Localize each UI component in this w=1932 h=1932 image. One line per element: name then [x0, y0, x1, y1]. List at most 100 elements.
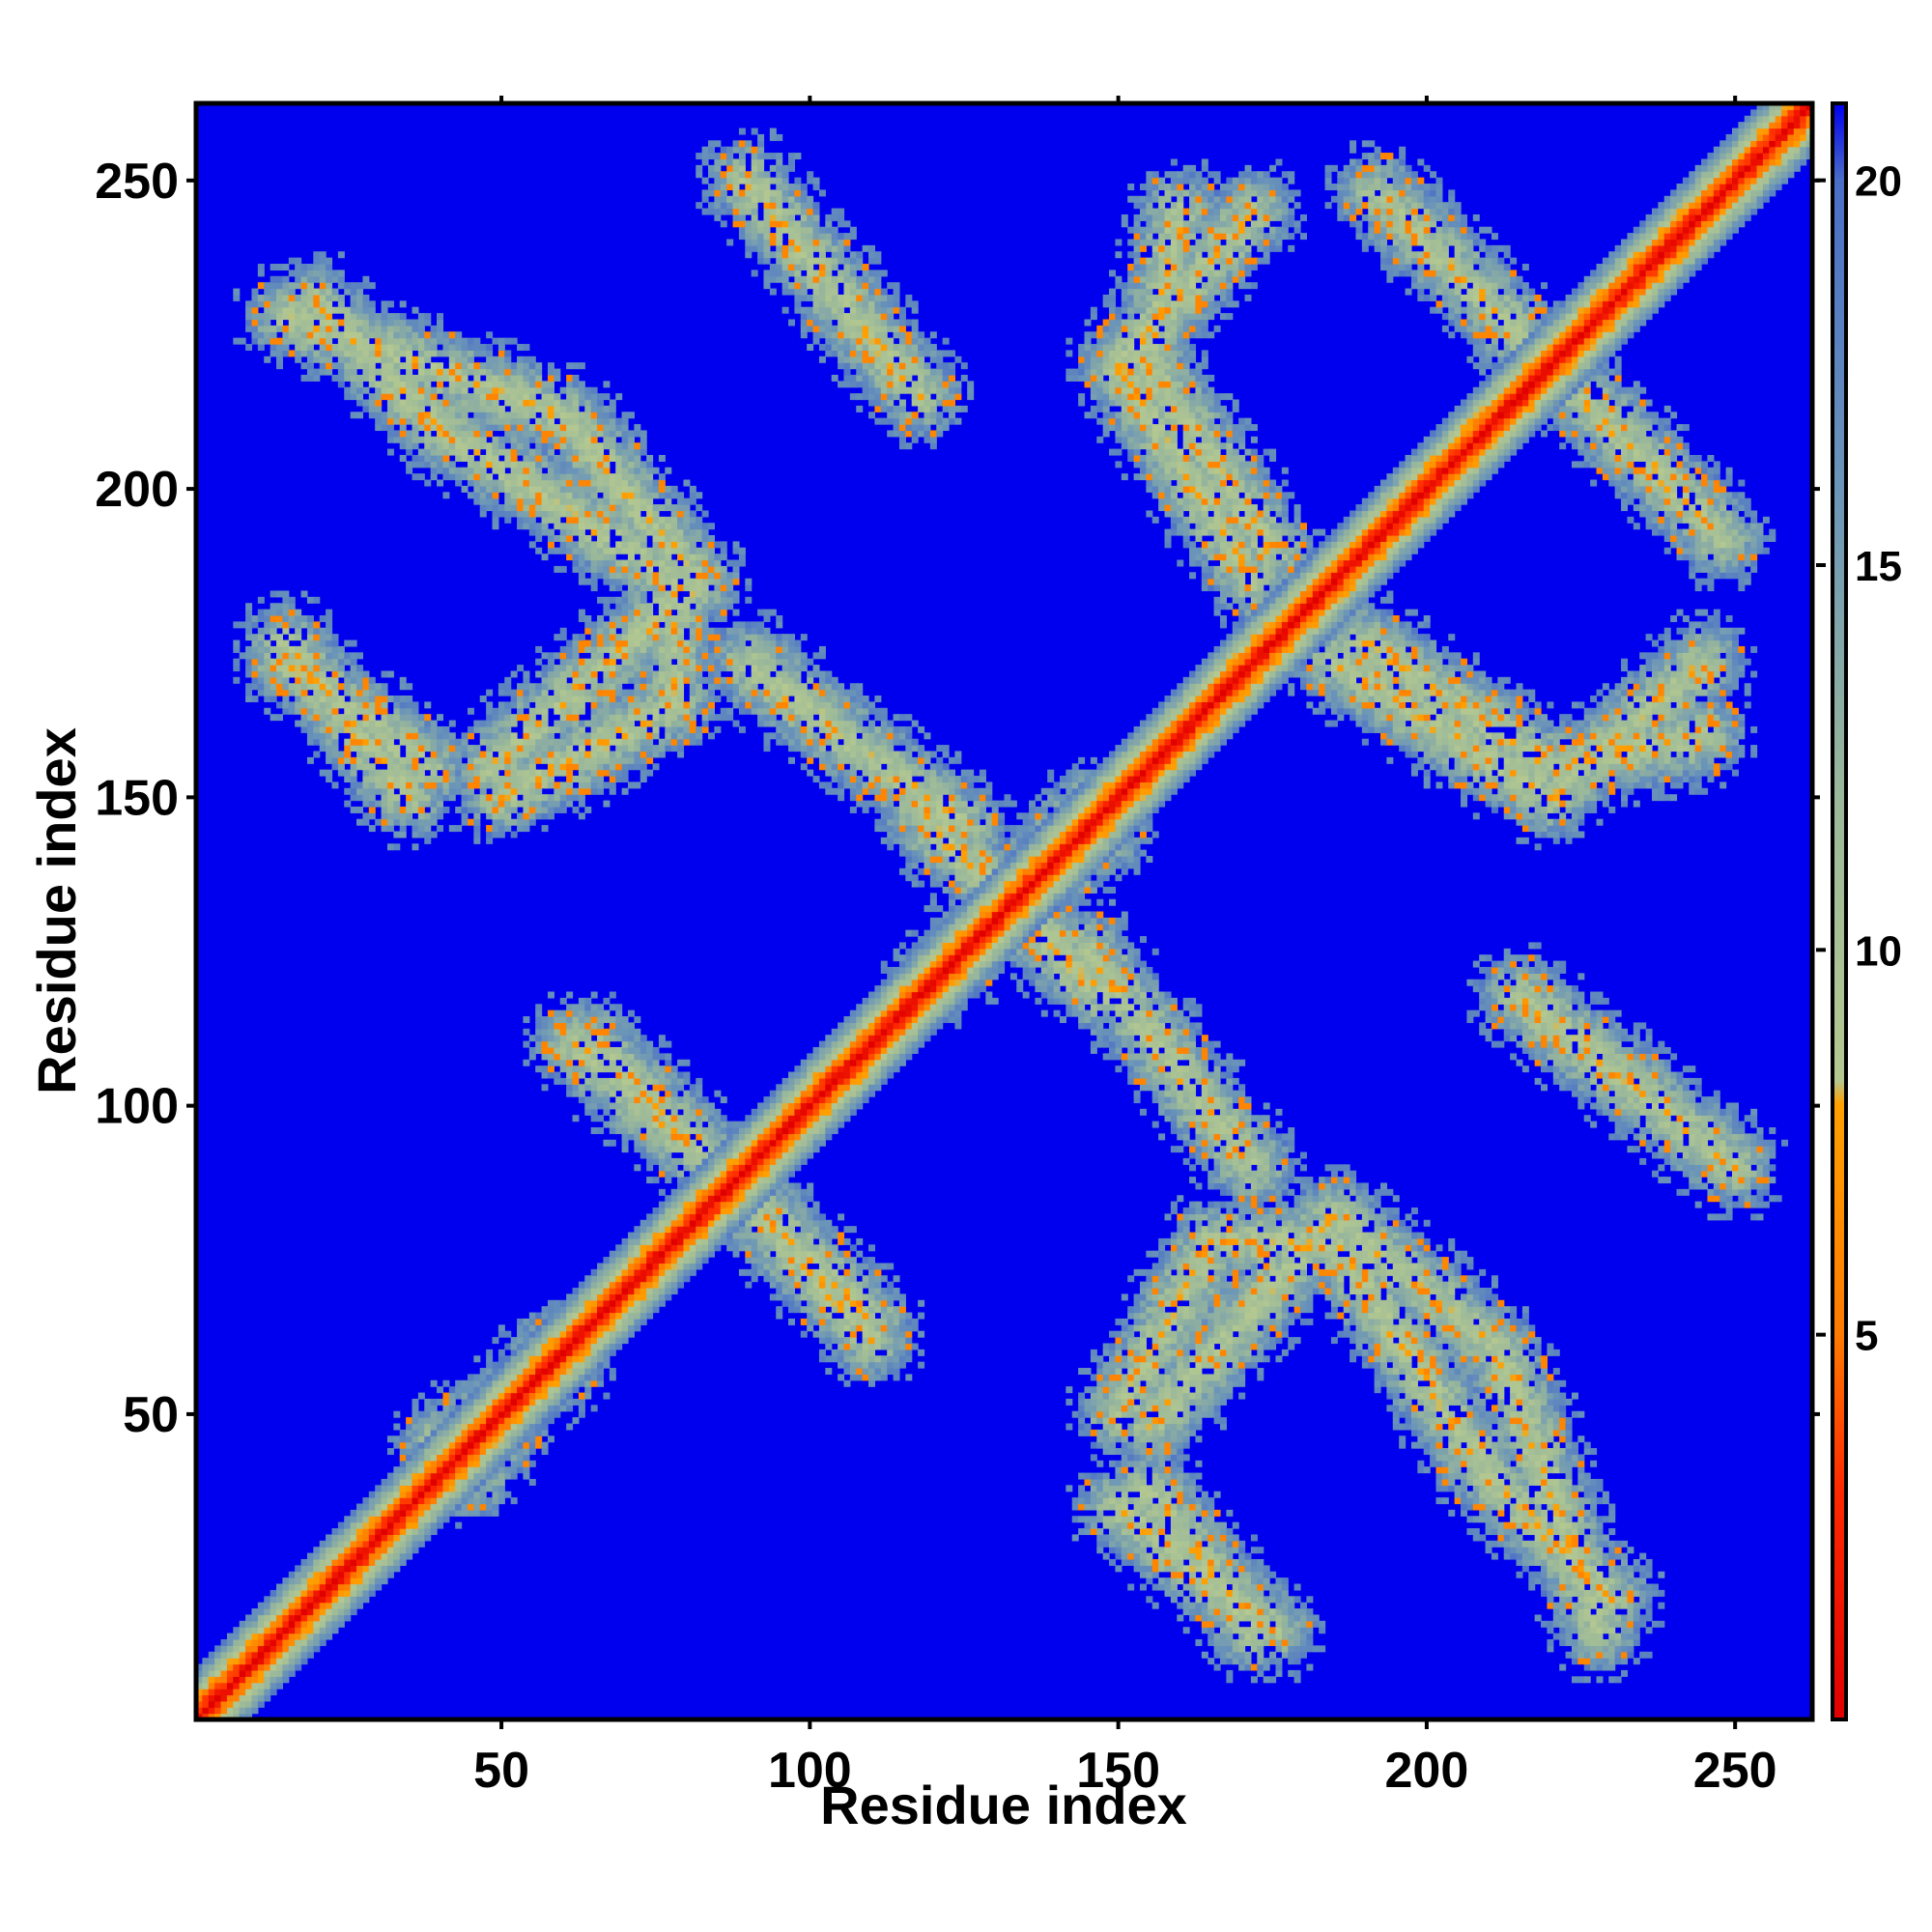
- heatmap-cell: [479, 362, 487, 370]
- heatmap-cell: [634, 658, 641, 666]
- heatmap-cell: [430, 448, 438, 456]
- heatmap-cell: [658, 1084, 666, 1092]
- heatmap-cell: [356, 1521, 364, 1529]
- heatmap-cell: [430, 399, 438, 407]
- heatmap-cell: [554, 787, 561, 795]
- heatmap-cell: [566, 1361, 574, 1369]
- heatmap-cell: [590, 725, 598, 733]
- heatmap-cell: [646, 565, 654, 573]
- heatmap-cell: [331, 720, 339, 727]
- heatmap-cell: [590, 683, 598, 691]
- heatmap-cell: [386, 756, 394, 764]
- heatmap-cell: [597, 707, 605, 715]
- heatmap-cell: [572, 381, 580, 388]
- heatmap-cell: [634, 683, 641, 691]
- heatmap-cell: [362, 1516, 370, 1523]
- heatmap-cell: [350, 701, 357, 709]
- heatmap-cell: [375, 355, 383, 363]
- heatmap-cell: [528, 504, 536, 512]
- heatmap-cell: [375, 787, 383, 795]
- heatmap-cell: [677, 1077, 685, 1085]
- heatmap-cell: [300, 1627, 308, 1634]
- heatmap-cell: [368, 1558, 376, 1566]
- heatmap-cell: [319, 658, 327, 666]
- heatmap-cell: [437, 1472, 444, 1480]
- heatmap-cell: [313, 331, 321, 339]
- heatmap-cell: [603, 528, 611, 536]
- heatmap-cell: [652, 701, 660, 709]
- heatmap-cell: [264, 1676, 271, 1684]
- heatmap-cell: [652, 1268, 660, 1276]
- heatmap-cell: [535, 1046, 543, 1054]
- heatmap-cell: [306, 665, 314, 672]
- heatmap-cell: [504, 1441, 512, 1449]
- heatmap-cell: [590, 1090, 598, 1097]
- heatmap-cell: [437, 374, 444, 382]
- heatmap-cell: [368, 368, 376, 376]
- heatmap-cell: [621, 528, 629, 536]
- heatmap-cell: [559, 1312, 567, 1320]
- heatmap-cell: [639, 615, 647, 622]
- heatmap-cell: [670, 1188, 678, 1196]
- heatmap-cell: [486, 430, 494, 438]
- heatmap-cell: [319, 615, 327, 622]
- heatmap-cell: [541, 1374, 549, 1381]
- heatmap-cell: [665, 1213, 672, 1221]
- heatmap-cell: [670, 603, 678, 611]
- heatmap-cell: [670, 1237, 678, 1245]
- heatmap-cell: [393, 405, 401, 412]
- heatmap-cell: [251, 658, 259, 666]
- heatmap-cell: [381, 313, 388, 321]
- heatmap-cell: [350, 725, 357, 733]
- heatmap-cell: [646, 528, 654, 536]
- heatmap-cell: [226, 1638, 234, 1646]
- heatmap-cell: [652, 751, 660, 758]
- heatmap-cell: [504, 720, 512, 727]
- heatmap-cell: [479, 696, 487, 702]
- heatmap-cell: [375, 1497, 383, 1505]
- heatmap-cell: [233, 294, 241, 301]
- heatmap-cell: [467, 442, 474, 450]
- heatmap-cell: [479, 424, 487, 432]
- heatmap-cell: [535, 1441, 543, 1449]
- heatmap-cell: [652, 732, 660, 740]
- heatmap-cell: [639, 547, 647, 554]
- heatmap-cell: [362, 1521, 370, 1529]
- heatmap-cell: [326, 350, 333, 357]
- heatmap-cell: [597, 1040, 605, 1048]
- heatmap-cell: [652, 554, 660, 561]
- heatmap-cell: [406, 800, 413, 808]
- heatmap-cell: [621, 559, 629, 567]
- heatmap-cell: [288, 350, 296, 357]
- heatmap-cell: [590, 714, 598, 722]
- heatmap-cell: [473, 1386, 481, 1394]
- heatmap-cell: [597, 523, 605, 530]
- heatmap-cell: [603, 800, 611, 808]
- heatmap-cell: [523, 454, 530, 462]
- heatmap-cell: [584, 1374, 592, 1381]
- heatmap-cell: [566, 523, 574, 530]
- heatmap-cell: [386, 1472, 394, 1480]
- heatmap-cell: [615, 652, 623, 660]
- heatmap-cell: [597, 1102, 605, 1110]
- heatmap-cell: [658, 1237, 666, 1245]
- heatmap-cell: [504, 1392, 512, 1400]
- heatmap-cell: [658, 609, 666, 616]
- heatmap-cell: [559, 701, 567, 709]
- heatmap-cell: [479, 467, 487, 474]
- heatmap-cell: [646, 1139, 654, 1147]
- heatmap-cell: [350, 665, 357, 672]
- heatmap-cell: [634, 1293, 641, 1301]
- heatmap-cell: [344, 1552, 352, 1560]
- heatmap-cell: [670, 745, 678, 753]
- heatmap-cell: [590, 1115, 598, 1122]
- heatmap-cell: [288, 1633, 296, 1640]
- heatmap-cell: [406, 1441, 413, 1449]
- heatmap-cell: [590, 751, 598, 758]
- heatmap-cell: [535, 1417, 543, 1425]
- heatmap-cell: [541, 528, 549, 536]
- heatmap-cell: [658, 492, 666, 499]
- heatmap-cell: [251, 1689, 259, 1696]
- heatmap-cell: [578, 1324, 585, 1332]
- heatmap-cell: [554, 1046, 561, 1054]
